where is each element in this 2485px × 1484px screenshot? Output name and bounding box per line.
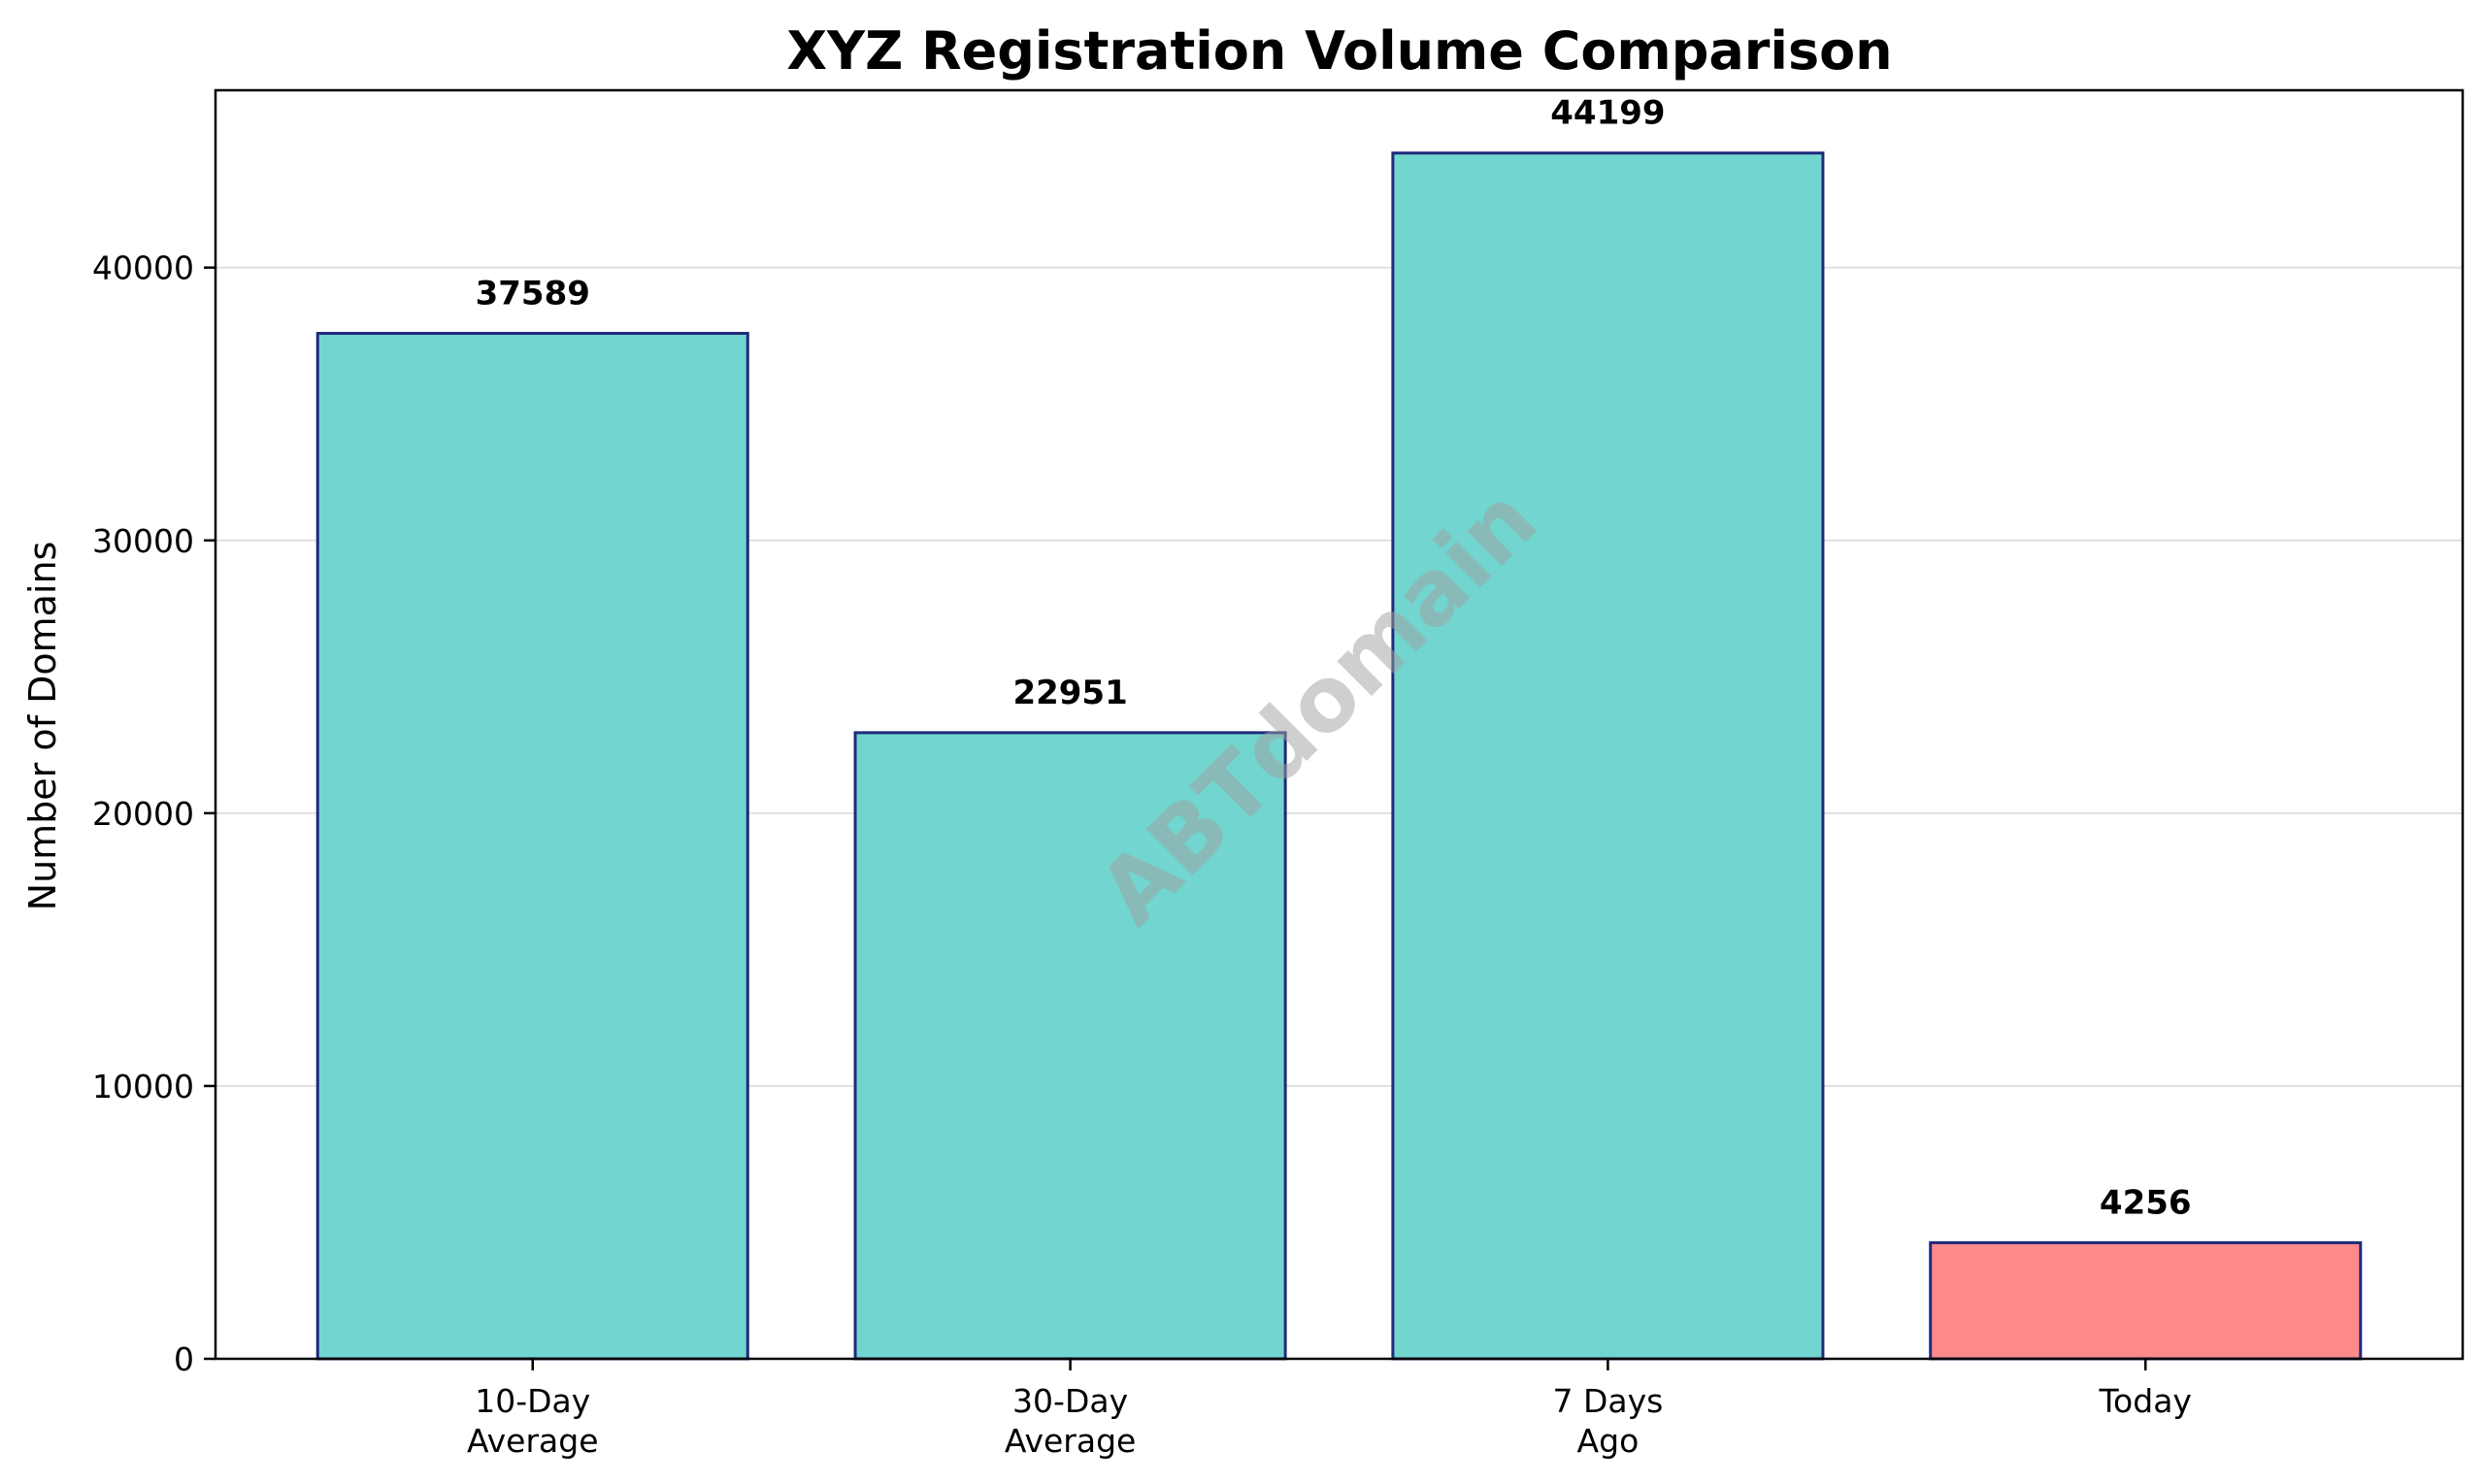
y-tick-label: 0 bbox=[174, 1340, 194, 1378]
bars bbox=[315, 151, 2363, 1361]
x-tick-label-line: 7 Days bbox=[1552, 1382, 1663, 1420]
y-tick-label: 40000 bbox=[92, 249, 194, 287]
x-tick-label-line: Today bbox=[2099, 1382, 2192, 1420]
x-tick-label: Today bbox=[2099, 1382, 2192, 1420]
y-axis-ticks: 0 10000 20000 30000 40000 bbox=[92, 249, 215, 1378]
y-axis-label: Number of Domains bbox=[21, 542, 64, 911]
y-tick-label: 20000 bbox=[92, 795, 194, 833]
x-tick-label-line: 30-Day bbox=[1012, 1382, 1128, 1420]
x-tick-label-line: Ago bbox=[1577, 1422, 1640, 1460]
x-tick-label: 30-Day Average bbox=[1005, 1382, 1137, 1460]
x-tick-label: 10-Day Average bbox=[467, 1382, 599, 1460]
bar-value-label: 44199 bbox=[1550, 94, 1665, 133]
bar bbox=[1929, 1240, 2363, 1361]
x-tick-label: 7 Days Ago bbox=[1552, 1382, 1663, 1460]
bar bbox=[853, 731, 1287, 1361]
chart-title: XYZ Registration Volume Comparison bbox=[786, 20, 1892, 82]
bar bbox=[1391, 151, 1825, 1361]
bar-value-label: 22951 bbox=[1012, 674, 1127, 712]
y-tick-label: 10000 bbox=[92, 1068, 194, 1105]
bar-value-labels: 37589 22951 44199 4256 bbox=[476, 94, 2192, 1223]
bar-value-label: 37589 bbox=[476, 274, 590, 313]
x-tick-label-line: 10-Day bbox=[475, 1382, 590, 1420]
x-tick-label-line: Average bbox=[467, 1422, 599, 1460]
y-tick-label: 30000 bbox=[92, 522, 194, 560]
plot-frame bbox=[214, 88, 2465, 1361]
x-tick-label-line: Average bbox=[1005, 1422, 1137, 1460]
bar-value-label: 4256 bbox=[2100, 1183, 2192, 1222]
bar bbox=[315, 331, 749, 1361]
